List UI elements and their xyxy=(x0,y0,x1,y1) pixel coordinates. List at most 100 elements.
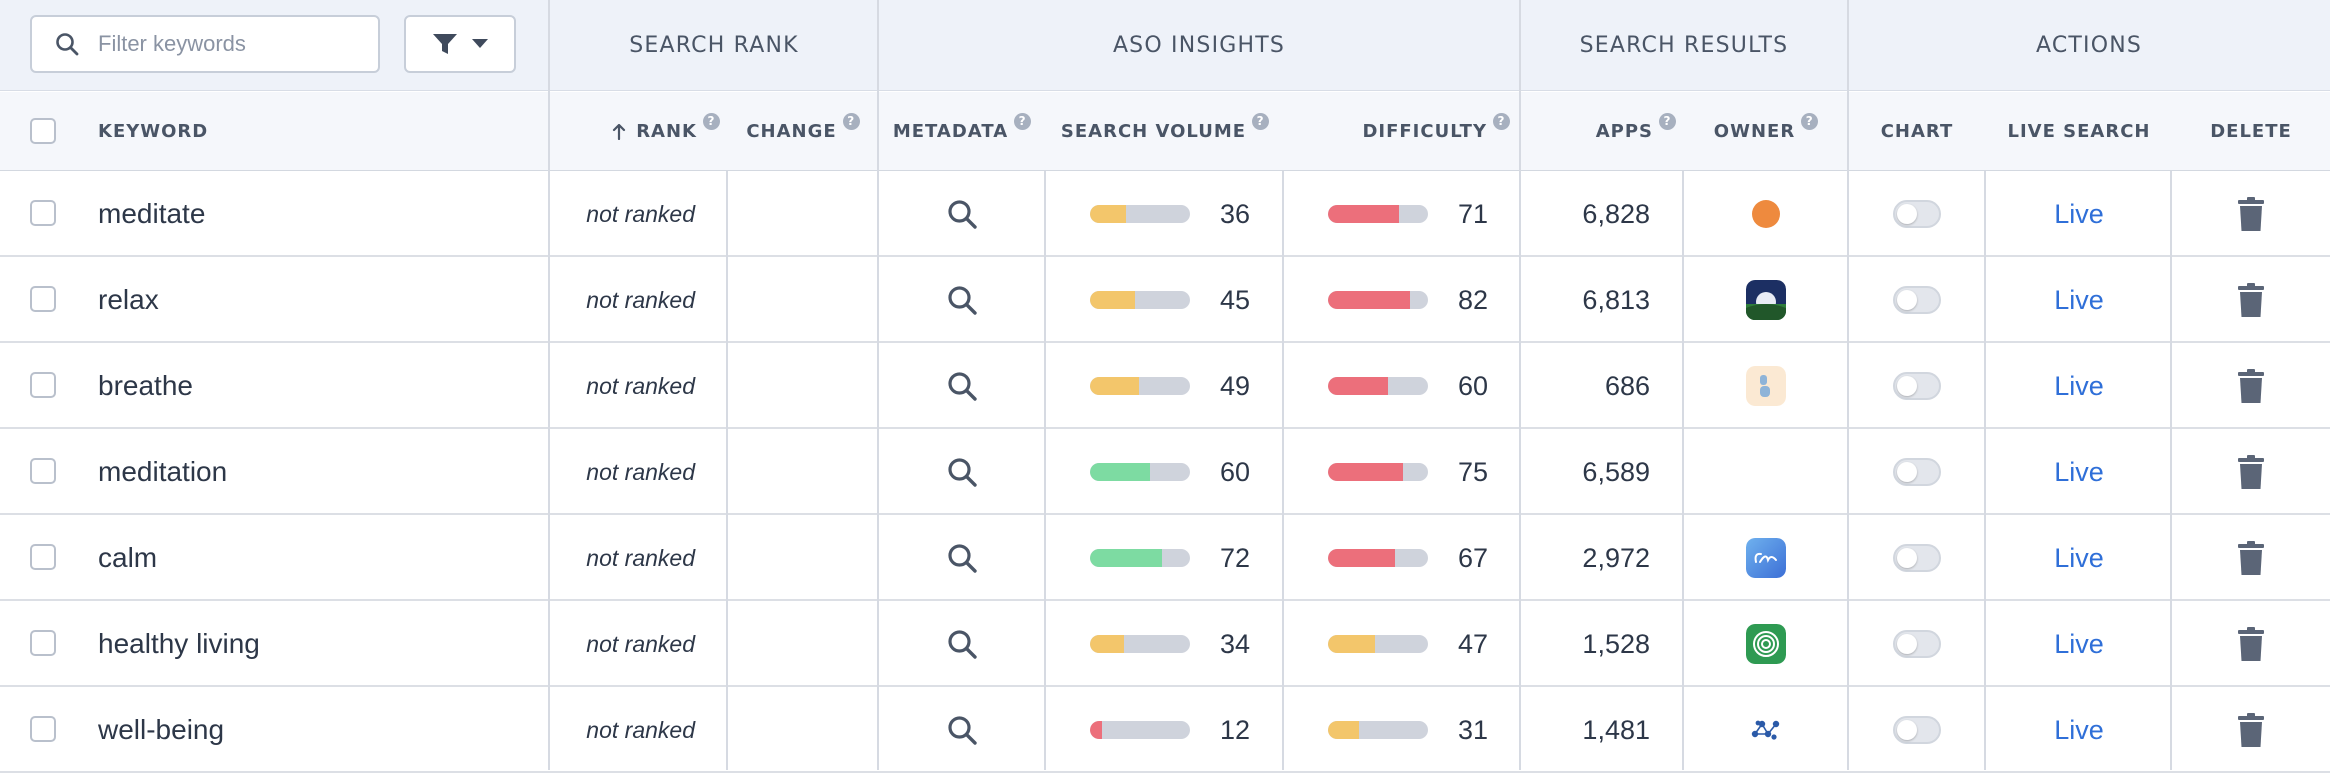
chart-toggle[interactable] xyxy=(1893,544,1941,572)
divider xyxy=(1044,171,1046,770)
trash-icon xyxy=(2238,541,2264,575)
chart-toggle[interactable] xyxy=(1893,458,1941,486)
select-all-checkbox[interactable] xyxy=(30,118,56,144)
delete-button[interactable] xyxy=(2172,257,2330,343)
magnifier-icon xyxy=(948,200,977,229)
help-icon[interactable]: ? xyxy=(703,113,720,130)
row-checkbox[interactable] xyxy=(30,372,56,398)
column-apps[interactable]: APPS? xyxy=(1520,92,1676,171)
rank-value: not ranked xyxy=(586,200,695,227)
delete-button[interactable] xyxy=(2172,171,2330,257)
help-icon[interactable]: ? xyxy=(1252,113,1270,130)
live-search-link[interactable]: Live xyxy=(2054,284,2104,315)
owner-cell xyxy=(1684,257,1848,343)
metadata-button[interactable] xyxy=(878,257,1046,343)
apps-count: 6,813 xyxy=(1582,284,1650,315)
keyword-text: calm xyxy=(98,542,158,573)
live-search-link[interactable]: Live xyxy=(2054,628,2104,659)
row-checkbox[interactable] xyxy=(30,458,56,484)
search-volume-bar xyxy=(1090,463,1190,481)
column-rank[interactable]: RANK? xyxy=(550,92,720,171)
help-icon[interactable]: ? xyxy=(1659,113,1676,130)
rank-value: not ranked xyxy=(586,630,695,657)
column-keyword-label: KEYWORD xyxy=(98,121,209,142)
live-search-link[interactable]: Live xyxy=(2054,714,2104,745)
column-owner[interactable]: OWNER? xyxy=(1684,92,1848,171)
metadata-button[interactable] xyxy=(878,601,1046,687)
chart-toggle[interactable] xyxy=(1893,286,1941,314)
owner-cell xyxy=(1684,343,1848,429)
group-header-band xyxy=(0,0,2330,91)
apps-count: 2,972 xyxy=(1582,542,1650,573)
help-icon[interactable]: ? xyxy=(1493,113,1510,130)
column-chart: CHART xyxy=(1848,92,1986,171)
search-volume-bar xyxy=(1090,635,1190,653)
column-change[interactable]: CHANGE? xyxy=(728,92,878,171)
delete-button[interactable] xyxy=(2172,601,2330,687)
row-checkbox[interactable] xyxy=(30,630,56,656)
delete-button[interactable] xyxy=(2172,515,2330,601)
live-search-link[interactable]: Live xyxy=(2054,456,2104,487)
difficulty-bar xyxy=(1328,635,1428,653)
blue-molecule-app-icon xyxy=(1746,710,1786,750)
row-checkbox[interactable] xyxy=(30,544,56,570)
filter-keywords-input[interactable] xyxy=(98,31,358,57)
change-value xyxy=(728,257,878,343)
row-checkbox[interactable] xyxy=(30,200,56,226)
search-volume-value: 36 xyxy=(1219,198,1250,229)
divider xyxy=(548,0,550,770)
trash-icon xyxy=(2238,455,2264,489)
chart-toggle[interactable] xyxy=(1893,372,1941,400)
metadata-button[interactable] xyxy=(878,343,1046,429)
difficulty-bar xyxy=(1328,205,1428,223)
column-metadata[interactable]: METADATA? xyxy=(878,92,1046,171)
change-value xyxy=(728,429,878,515)
keyword-text: healthy living xyxy=(98,628,260,659)
metadata-button[interactable] xyxy=(878,687,1046,773)
column-keyword[interactable]: KEYWORD xyxy=(98,92,398,171)
rank-value: not ranked xyxy=(586,286,695,313)
metadata-button[interactable] xyxy=(878,429,1046,515)
help-icon[interactable]: ? xyxy=(1801,113,1819,130)
live-search-link[interactable]: Live xyxy=(2054,370,2104,401)
difficulty-value: 67 xyxy=(1457,542,1488,573)
filter-dropdown-button[interactable] xyxy=(404,15,516,73)
delete-button[interactable] xyxy=(2172,687,2330,773)
live-search-link[interactable]: Live xyxy=(2054,542,2104,573)
magnifier-icon xyxy=(948,458,977,487)
chart-toggle[interactable] xyxy=(1893,630,1941,658)
search-volume-bar xyxy=(1090,549,1190,567)
row-checkbox[interactable] xyxy=(30,716,56,742)
divider xyxy=(1682,171,1684,770)
difficulty-bar xyxy=(1328,377,1428,395)
live-search-link[interactable]: Live xyxy=(2054,198,2104,229)
filter-keywords-box[interactable] xyxy=(30,15,380,73)
delete-button[interactable] xyxy=(2172,343,2330,429)
column-delete: DELETE xyxy=(2172,92,2330,171)
column-search-volume[interactable]: SEARCH VOLUME? xyxy=(1046,92,1284,171)
chart-toggle[interactable] xyxy=(1893,716,1941,744)
metadata-button[interactable] xyxy=(878,171,1046,257)
table-row: well-being not ranked 12 31 1,481 Live xyxy=(0,687,2330,773)
caret-down-icon xyxy=(472,39,488,48)
trash-icon xyxy=(2238,627,2264,661)
column-change-label: CHANGE xyxy=(746,121,837,142)
group-search-results: SEARCH RESULTS xyxy=(1579,33,1789,58)
column-difficulty[interactable]: DIFFICULTY? xyxy=(1284,92,1510,171)
metadata-button[interactable] xyxy=(878,515,1046,601)
search-volume-value: 72 xyxy=(1219,542,1250,573)
row-checkbox[interactable] xyxy=(30,286,56,312)
divider xyxy=(1519,0,1521,770)
rank-value: not ranked xyxy=(586,716,695,743)
column-owner-label: OWNER xyxy=(1713,121,1796,142)
owner-cell xyxy=(1684,171,1848,257)
divider xyxy=(2170,171,2172,770)
help-icon[interactable]: ? xyxy=(1014,113,1032,130)
keyword-text: meditate xyxy=(98,198,206,229)
keyword-text: relax xyxy=(98,284,159,315)
help-icon[interactable]: ? xyxy=(842,113,860,130)
search-volume-bar xyxy=(1090,291,1190,309)
apps-count: 686 xyxy=(1604,370,1650,401)
delete-button[interactable] xyxy=(2172,429,2330,515)
chart-toggle[interactable] xyxy=(1893,200,1941,228)
